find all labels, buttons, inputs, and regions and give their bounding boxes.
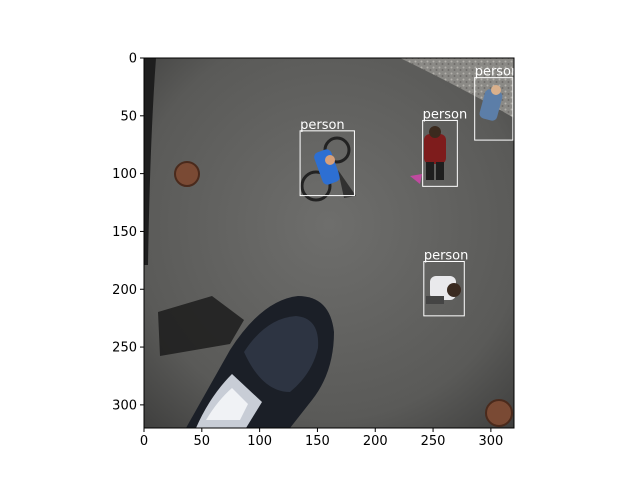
- x-tick-label: 300: [478, 434, 503, 449]
- x-axis: 0 50 100 150 200 250 300: [140, 428, 503, 449]
- y-tick-label: 100: [112, 167, 137, 182]
- x-tick-label: 250: [421, 434, 446, 449]
- aerial-image: [144, 58, 514, 428]
- detection-label: person: [424, 249, 469, 264]
- y-tick-label: 250: [112, 341, 137, 356]
- detection-box: [299, 130, 355, 197]
- x-tick-label: 0: [140, 434, 148, 449]
- x-tick-label: 150: [305, 434, 330, 449]
- parked-car: [186, 296, 334, 428]
- detection-label: person: [423, 107, 468, 122]
- x-tick-label: 50: [194, 434, 211, 449]
- x-tick-label: 100: [247, 434, 272, 449]
- car-shadow: [158, 296, 244, 356]
- detection-label: person: [300, 118, 345, 133]
- y-tick-label: 200: [112, 283, 137, 298]
- detection-box: [422, 119, 458, 187]
- detection-box: [423, 261, 465, 317]
- x-tick-label: 200: [363, 434, 388, 449]
- left-edge-shadow: [144, 58, 156, 265]
- walker-white: [426, 276, 461, 304]
- y-axis: 0 50 100 150 200 250 300: [112, 52, 144, 413]
- manhole-cover-icon: [485, 399, 513, 427]
- gravel-verge: [400, 58, 514, 118]
- detection-label: person: [475, 65, 520, 80]
- cyclist: [300, 136, 356, 202]
- axes-frame: [143, 57, 515, 429]
- detection-box: [474, 77, 514, 141]
- walker-red: [410, 126, 446, 184]
- y-tick-label: 300: [112, 398, 137, 413]
- y-tick-label: 50: [120, 109, 137, 124]
- y-tick-label: 0: [129, 52, 137, 67]
- walker-top-right: [479, 85, 503, 121]
- y-tick-label: 150: [112, 225, 137, 240]
- detections: person person person person: [299, 65, 520, 317]
- manhole-cover-icon: [174, 161, 200, 187]
